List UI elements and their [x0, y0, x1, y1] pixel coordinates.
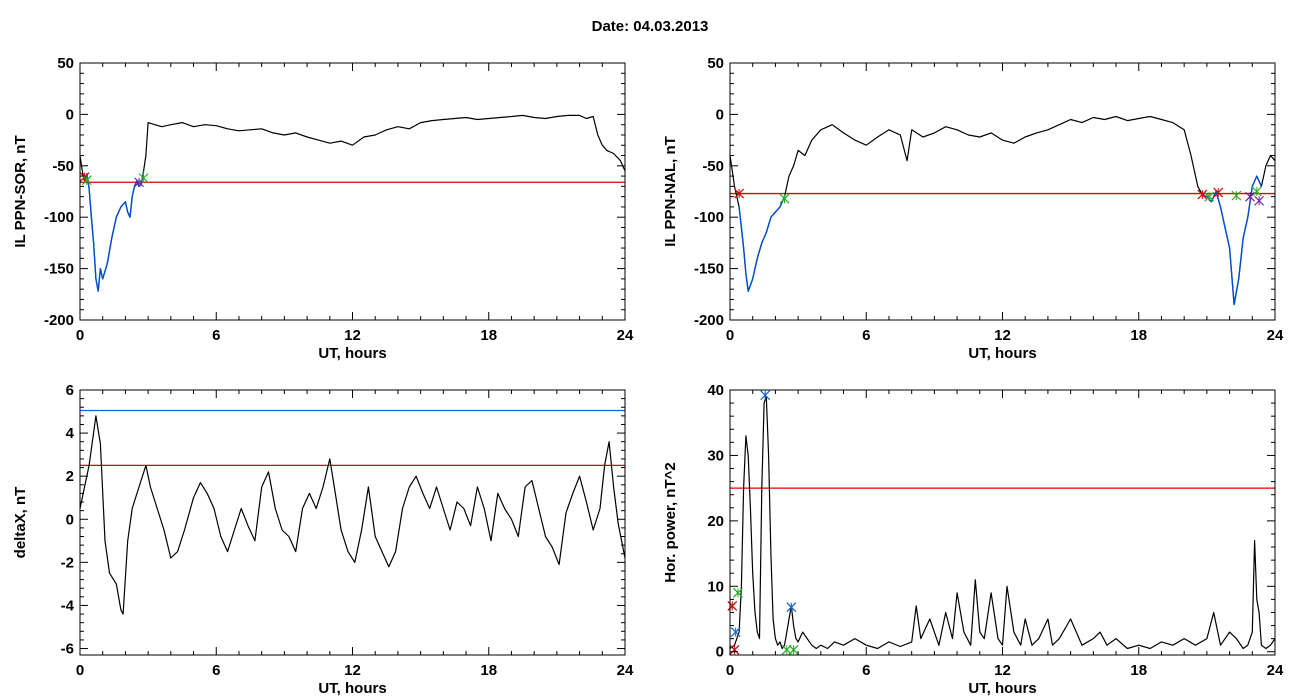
y-tick-label: 2 — [66, 468, 74, 485]
marker — [788, 644, 799, 655]
x-axis-label: UT, hours — [968, 680, 1036, 697]
y-tick-label: 6 — [66, 382, 74, 399]
marker — [1251, 186, 1262, 197]
y-axis-label: Hor. power, nT^2 — [662, 462, 679, 582]
x-tick-label: 12 — [994, 662, 1011, 679]
x-tick-label: 18 — [480, 662, 497, 679]
y-tick-label: -6 — [61, 641, 74, 658]
marker — [733, 587, 743, 598]
x-tick-label: 18 — [1130, 662, 1147, 679]
chart-panel-il-nal: 0 6 12 18 24 -200 -150 -100 -50 0 50 UT, hours IL PP… — [662, 55, 1284, 362]
y-tick-label: 0 — [716, 644, 724, 661]
figure-title: Date: 04.03.2013 — [591, 18, 709, 35]
y-tick-label: -50 — [702, 158, 724, 175]
marker — [81, 175, 92, 186]
x-tick-label: 0 — [76, 662, 84, 679]
highlight-segment — [86, 170, 145, 292]
y-tick-label: -150 — [694, 261, 724, 278]
plot-frame — [729, 389, 1276, 656]
y-tick-label: 20 — [707, 513, 724, 530]
y-axis-label: IL PPN-NAL, nT — [662, 136, 679, 247]
x-tick-label: 0 — [726, 662, 734, 679]
series-line — [729, 115, 1276, 306]
y-tick-label: -2 — [61, 554, 74, 571]
y-tick-label: 0 — [66, 106, 74, 123]
marker — [786, 602, 797, 613]
y-tick-label: -100 — [44, 209, 74, 226]
x-axis-label: UT, hours — [318, 345, 386, 362]
marker — [734, 188, 745, 199]
y-tick-label: 40 — [707, 382, 724, 399]
marker — [727, 601, 738, 611]
y-axis-label: deltaX, nT — [12, 487, 29, 559]
marker — [779, 193, 790, 204]
x-tick-label: 6 — [212, 662, 220, 679]
marker — [1204, 191, 1215, 202]
y-tick-label: -100 — [694, 209, 724, 226]
x-tick-label: 24 — [617, 662, 634, 679]
y-tick-label: 50 — [57, 55, 74, 72]
marker — [1213, 187, 1224, 198]
marker — [1231, 190, 1242, 201]
x-tick-label: 6 — [862, 662, 870, 679]
y-tick-label: 50 — [707, 55, 724, 72]
y-tick-label: -4 — [61, 597, 75, 614]
x-tick-label: 12 — [344, 662, 361, 679]
y-tick-label: 10 — [707, 578, 724, 595]
x-tick-label: 24 — [617, 327, 634, 344]
plot-frame — [729, 62, 1276, 321]
x-tick-label: 0 — [726, 327, 734, 344]
chart-panel-il-sor: 0 6 12 18 24 -200 -150 -100 -50 0 50 UT, hours IL PP… — [12, 55, 634, 362]
x-axis-label: UT, hours — [318, 680, 386, 697]
highlight-segment — [738, 196, 786, 292]
y-tick-label: -200 — [694, 312, 724, 329]
marker — [729, 644, 740, 655]
series-line — [79, 415, 626, 615]
x-tick-label: 24 — [1267, 662, 1284, 679]
marker — [138, 173, 149, 184]
x-axis-label: UT, hours — [968, 345, 1036, 362]
x-tick-label: 18 — [1130, 327, 1147, 344]
series-line — [729, 395, 1276, 650]
x-tick-label: 18 — [480, 327, 497, 344]
x-tick-label: 12 — [994, 327, 1011, 344]
x-tick-label: 12 — [344, 327, 361, 344]
marker — [760, 390, 771, 401]
y-tick-label: -50 — [52, 158, 74, 175]
x-tick-label: 0 — [76, 327, 84, 344]
y-tick-label: 30 — [707, 447, 724, 464]
plot-frame — [79, 62, 626, 321]
series-line — [79, 114, 626, 292]
x-tick-label: 6 — [862, 327, 870, 344]
y-tick-label: -200 — [44, 312, 74, 329]
marker — [1254, 195, 1265, 206]
x-tick-label: 24 — [1267, 327, 1284, 344]
marker — [730, 627, 741, 638]
y-tick-label: 0 — [716, 106, 724, 123]
y-axis-label: IL PPN-SOR, nT — [12, 135, 29, 247]
y-tick-label: -150 — [44, 261, 74, 278]
chart-panel-hor-power: 0 6 12 18 24 0 10 20 30 40 UT, hours Hor. power, nT… — [662, 382, 1284, 697]
y-tick-label: 4 — [66, 425, 75, 442]
marker — [1197, 189, 1208, 200]
x-tick-label: 6 — [212, 327, 220, 344]
marker — [1245, 191, 1255, 202]
y-tick-label: 0 — [66, 511, 74, 528]
